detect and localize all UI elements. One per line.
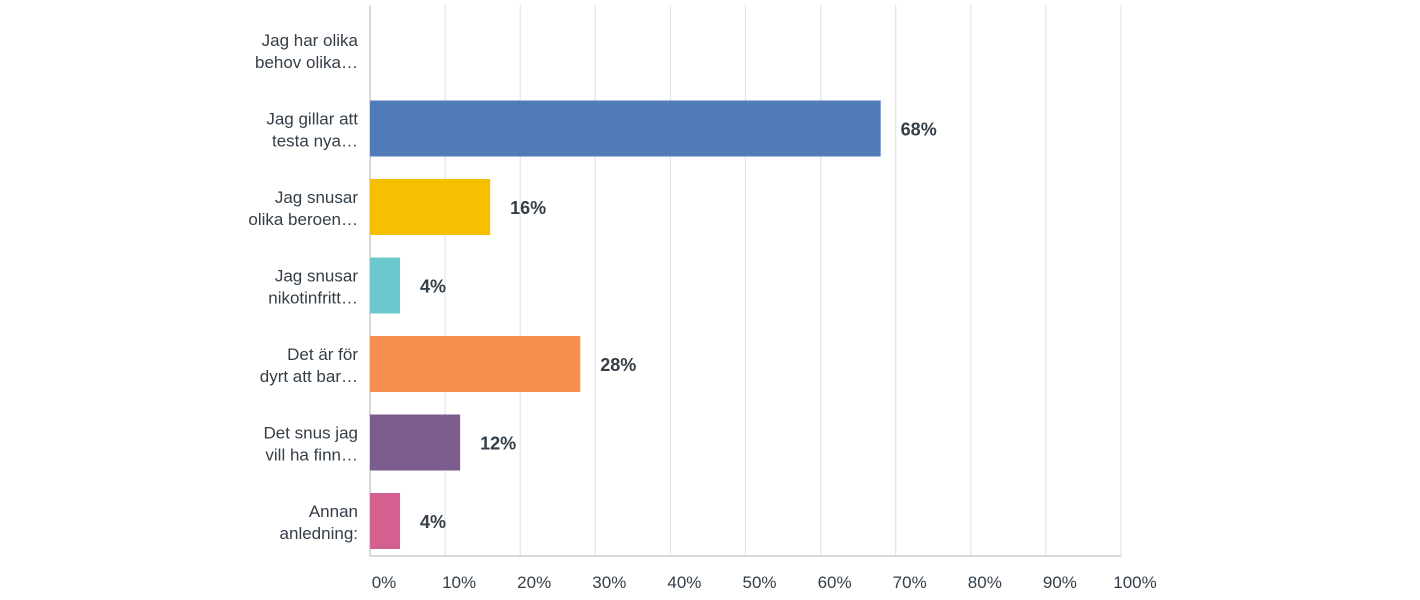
category-label-line: anledning:: [280, 524, 358, 543]
category-label-line: testa nya…: [272, 132, 358, 151]
data-label: 12%: [480, 434, 516, 454]
category-label: Det är för dyrt att bar…: [260, 345, 359, 386]
x-tick-label: 30%: [592, 573, 626, 592]
category-label: Annan anledning:: [280, 502, 358, 543]
category-label-line: Jag snusar: [275, 267, 358, 286]
category-label-line: Annan: [309, 502, 358, 521]
bar: [370, 414, 461, 471]
x-tick-label: 80%: [968, 573, 1002, 592]
category-label: Jag gillar att testa nya…: [266, 110, 358, 151]
data-label: 4%: [420, 277, 446, 297]
category-label: Jag har olika behov olika…: [255, 31, 359, 72]
x-tick-label: 20%: [517, 573, 551, 592]
labels: 0% 10% 20% 30% 40% 50% 60% 70% 80% 90% 100% Jag har…: [248, 31, 1156, 592]
data-label: 4%: [420, 512, 446, 532]
category-label-line: vill ha finn…: [265, 446, 358, 465]
bars: [370, 100, 881, 549]
bar: [370, 493, 401, 549]
gridlines: [369, 5, 1122, 556]
category-label: Det snus jag vill ha finn…: [264, 424, 359, 465]
data-label: 16%: [510, 198, 546, 218]
bar: [370, 179, 491, 235]
x-tick-label: 60%: [818, 573, 852, 592]
category-label-line: olika beroen…: [248, 210, 358, 229]
bar: [370, 257, 401, 314]
category-label-line: nikotinfritt…: [268, 289, 358, 308]
category-label-line: Det snus jag: [264, 424, 359, 443]
category-label-line: behov olika…: [255, 53, 358, 72]
data-label: 28%: [600, 355, 636, 375]
x-tick-label: 100%: [1113, 573, 1156, 592]
bar: [370, 336, 581, 392]
category-label-line: Jag gillar att: [266, 110, 358, 129]
category-label: Jag snusar nikotinfritt…: [268, 267, 358, 308]
category-label-line: Jag har olika: [262, 31, 359, 50]
category-label: Jag snusar olika beroen…: [248, 188, 358, 229]
x-tick-label: 50%: [742, 573, 776, 592]
category-label-line: dyrt att bar…: [260, 367, 358, 386]
x-tick-label: 90%: [1043, 573, 1077, 592]
x-tick-label: 0%: [372, 573, 397, 592]
x-tick-label: 70%: [893, 573, 927, 592]
category-label-line: Det är för: [287, 345, 358, 364]
x-tick-label: 40%: [667, 573, 701, 592]
x-tick-label: 10%: [442, 573, 476, 592]
category-label-line: Jag snusar: [275, 188, 358, 207]
bar: [370, 100, 881, 157]
data-label: 68%: [901, 120, 937, 140]
